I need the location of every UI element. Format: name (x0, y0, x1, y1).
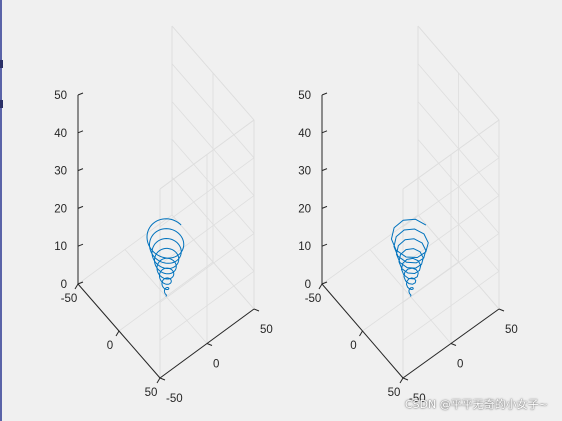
gridline-wall-z (159, 233, 255, 303)
box-edge (417, 25, 500, 121)
y-tick-mark (450, 343, 457, 346)
z-tick-mark (77, 205, 84, 209)
x-tick-label: -50 (305, 293, 322, 305)
gridline-wall-z (159, 195, 255, 265)
y-tick-label: 50 (260, 324, 273, 336)
box-edge (159, 119, 255, 190)
z-tick-mark (321, 130, 328, 134)
y-tick-mark (159, 377, 166, 381)
x-tick-label: -50 (61, 293, 78, 305)
gridline-wall-z (159, 157, 255, 228)
gridline-wall-z (402, 195, 500, 265)
y-tick-mark (402, 377, 409, 381)
y-tick-label: -50 (409, 393, 426, 405)
y-tick-mark (253, 308, 260, 312)
x-tick-label: 50 (145, 387, 158, 399)
gridline-wall-z (171, 214, 255, 310)
x-tick-mark (359, 330, 363, 337)
z-tick-label: 0 (305, 279, 311, 291)
gridline-wall-z (159, 270, 255, 341)
window-border-mark (0, 100, 3, 108)
z-tick-mark (321, 281, 328, 285)
y-tick-label: 0 (457, 359, 463, 371)
gridline-wall-z (171, 139, 255, 234)
z-tick-label: 10 (54, 241, 67, 253)
box-edge (402, 119, 500, 190)
x-tick-mark (156, 377, 161, 384)
gridline-wall-z (402, 157, 500, 228)
spiral-series-line (146, 218, 185, 297)
gridline-wall-z (417, 214, 500, 310)
y-tick-mark (206, 343, 213, 346)
y-tick-mark (498, 308, 505, 312)
gridline-wall-z (417, 139, 500, 234)
z-tick-mark (77, 92, 84, 96)
x-tick-label: 0 (350, 340, 356, 352)
gridline-wall-z (402, 270, 500, 341)
gridline-wall-z (417, 176, 500, 272)
z-tick-mark (77, 130, 84, 134)
x-tick-mark (115, 330, 120, 337)
gridline-wall-z (171, 63, 255, 159)
box-edge (171, 25, 255, 121)
z-tick-label: 40 (54, 128, 67, 140)
z-tick-label: 20 (298, 203, 311, 215)
watermark-text: CSDN @平平无奇的小女子~ (404, 398, 548, 411)
z-tick-label: 40 (298, 128, 311, 140)
spiral-series-line (390, 218, 429, 297)
gridline-wall-z (171, 176, 255, 272)
y-tick-label: 0 (213, 359, 219, 371)
z-tick-label: 10 (298, 241, 311, 253)
gridline-wall-z (417, 101, 500, 196)
z-tick-mark (321, 243, 328, 247)
x-tick-mark (74, 283, 79, 290)
y-tick-label: 50 (505, 324, 518, 336)
z-tick-label: 30 (298, 166, 311, 178)
z-tick-mark (321, 92, 328, 96)
x-tick-mark (399, 377, 404, 384)
z-tick-label: 50 (298, 90, 311, 102)
z-tick-label: 0 (61, 279, 67, 291)
x-tick-mark (318, 283, 323, 290)
x-tick-label: 50 (388, 387, 401, 399)
gridline-wall-z (171, 101, 255, 196)
z-tick-mark (321, 168, 328, 172)
z-tick-label: 20 (54, 203, 67, 215)
z-tick-mark (77, 168, 84, 172)
z-tick-mark (321, 205, 328, 209)
y-tick-label: -50 (166, 393, 183, 405)
gridline-wall-z (417, 63, 500, 159)
window-border-mark (0, 60, 3, 68)
z-tick-label: 30 (54, 166, 67, 178)
window-left-border (0, 0, 2, 421)
gridline-wall-z (402, 233, 500, 303)
z-tick-mark (77, 243, 84, 247)
z-tick-label: 50 (54, 90, 67, 102)
x-tick-label: 0 (107, 340, 113, 352)
z-tick-mark (77, 281, 84, 285)
